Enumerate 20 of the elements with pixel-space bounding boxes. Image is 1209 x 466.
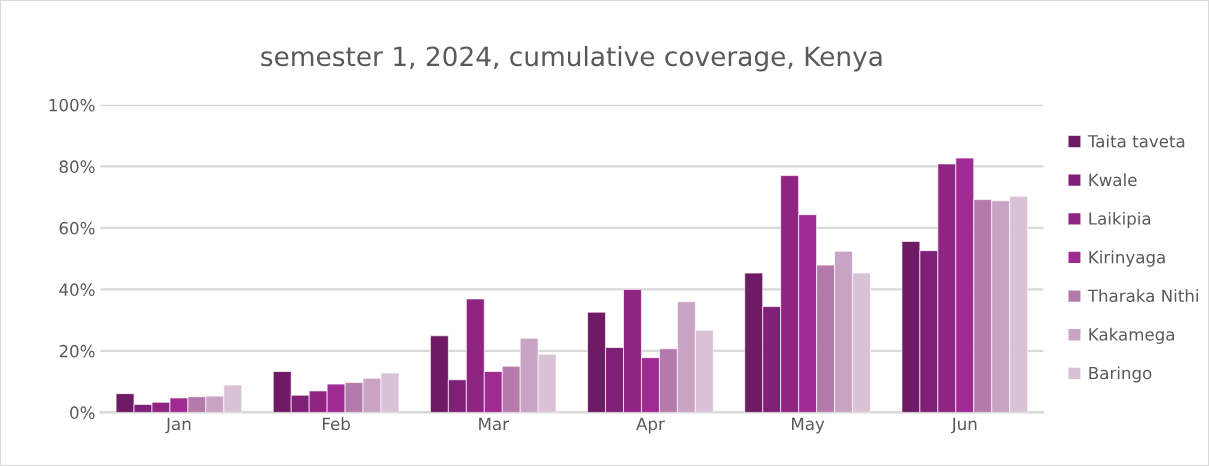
chart-title: semester 1, 2024, cumulative coverage, Kenya bbox=[261, 45, 882, 72]
y-tick-label: 80% bbox=[59, 160, 95, 173]
y-tick-label: 100% bbox=[49, 98, 95, 112]
x-tick-label: Apr bbox=[636, 417, 665, 434]
legend-label: Kirinyaga bbox=[1089, 250, 1165, 267]
legend-label: Kakamega bbox=[1089, 327, 1174, 344]
x-tick-label: Jun bbox=[950, 417, 977, 434]
legend-label: Baringo bbox=[1089, 366, 1152, 383]
y-tick-label: 20% bbox=[59, 344, 95, 358]
x-tick-label: Mar bbox=[479, 417, 509, 431]
y-tick-label: 0% bbox=[70, 406, 95, 419]
legend-label: Kwale bbox=[1089, 173, 1137, 187]
y-tick-label: 60% bbox=[59, 221, 95, 235]
legend-label: Taita taveta bbox=[1087, 134, 1185, 148]
legend-label: Tharaka Nithi bbox=[1087, 289, 1198, 303]
legend-label: Laikipia bbox=[1089, 211, 1151, 229]
y-tick-label: 40% bbox=[59, 283, 95, 296]
x-tick-label: May bbox=[792, 417, 825, 434]
x-tick-label: Feb bbox=[322, 417, 350, 431]
x-tick-label: Jan bbox=[165, 417, 191, 434]
